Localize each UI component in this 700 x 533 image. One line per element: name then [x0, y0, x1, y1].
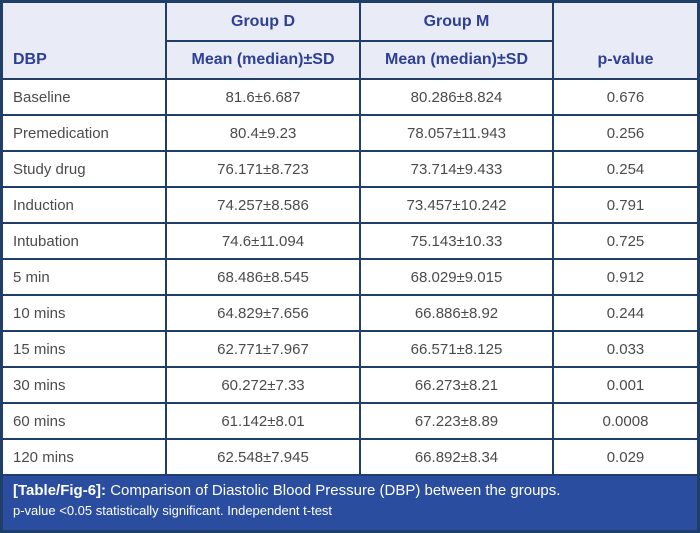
header-group-m: Group M [359, 3, 554, 42]
caption-bar: [Table/Fig-6]: Comparison of Diastolic B… [3, 476, 697, 530]
group-d-value: 64.829±7.656 [165, 294, 361, 332]
row-label: Intubation [3, 222, 167, 260]
p-value-cell: 0.001 [552, 366, 697, 404]
row-label: 60 mins [3, 402, 167, 440]
table-row: 120 mins 62.548±7.945 66.892±8.34 0.029 [3, 438, 697, 476]
row-label: 30 mins [3, 366, 167, 404]
table-row: 15 mins 62.771±7.967 66.571±8.125 0.033 [3, 330, 697, 368]
table-row: Study drug 76.171±8.723 73.714±9.433 0.2… [3, 150, 697, 188]
group-d-value: 80.4±9.23 [165, 114, 361, 152]
p-value-cell: 0.029 [552, 438, 697, 476]
p-value-cell: 0.256 [552, 114, 697, 152]
table-header: DBP Group D Group M p-value Mean (median… [3, 3, 697, 80]
header-p-value: p-value [552, 3, 697, 80]
table-row: 60 mins 61.142±8.01 67.223±8.89 0.0008 [3, 402, 697, 440]
subheader-group-d-mean: Mean (median)±SD [166, 40, 361, 80]
row-label: Premedication [3, 114, 167, 152]
table-row: 5 min 68.486±8.545 68.029±9.015 0.912 [3, 258, 697, 296]
row-label: Baseline [3, 78, 167, 116]
group-d-value: 68.486±8.545 [165, 258, 361, 296]
table-row: Baseline 81.6±6.687 80.286±8.824 0.676 [3, 78, 697, 116]
group-m-value: 75.143±10.33 [359, 222, 554, 260]
row-label: Induction [3, 186, 167, 224]
group-m-value: 80.286±8.824 [359, 78, 554, 116]
group-m-value: 73.457±10.242 [359, 186, 554, 224]
p-value-cell: 0.254 [552, 150, 697, 188]
row-label: Study drug [3, 150, 167, 188]
p-value-cell: 0.0008 [552, 402, 697, 440]
table-row: 10 mins 64.829±7.656 66.886±8.92 0.244 [3, 294, 697, 332]
p-value-cell: 0.033 [552, 330, 697, 368]
group-d-value: 61.142±8.01 [165, 402, 361, 440]
caption-tag: [Table/Fig-6]: [13, 482, 107, 499]
group-d-value: 74.257±8.586 [165, 186, 361, 224]
header-row-subheaders: Mean (median)±SD Mean (median)±SD [3, 40, 697, 80]
p-value-cell: 0.912 [552, 258, 697, 296]
group-m-value: 68.029±9.015 [359, 258, 554, 296]
group-m-value: 66.571±8.125 [359, 330, 554, 368]
caption-text: Comparison of Diastolic Blood Pressure (… [106, 482, 561, 499]
group-d-value: 74.6±11.094 [165, 222, 361, 260]
group-m-value: 67.223±8.89 [359, 402, 554, 440]
group-d-value: 76.171±8.723 [165, 150, 361, 188]
row-label: 10 mins [3, 294, 167, 332]
p-value-cell: 0.725 [552, 222, 697, 260]
dbp-table: DBP Group D Group M p-value Mean (median… [3, 3, 697, 476]
table-row: Intubation 74.6±11.094 75.143±10.33 0.72… [3, 222, 697, 260]
table-row: Premedication 80.4±9.23 78.057±11.943 0.… [3, 114, 697, 152]
group-d-value: 81.6±6.687 [165, 78, 361, 116]
header-row-groups: DBP Group D Group M p-value [3, 3, 697, 80]
caption-note: p-value <0.05 statistically significant.… [13, 502, 333, 518]
header-group-d: Group D [165, 3, 361, 42]
p-value-cell: 0.676 [552, 78, 697, 116]
group-m-value: 73.714±9.433 [359, 150, 554, 188]
group-m-value: 66.892±8.34 [359, 438, 554, 476]
group-m-value: 66.886±8.92 [359, 294, 554, 332]
group-d-value: 60.272±7.33 [165, 366, 361, 404]
table-body: Baseline 81.6±6.687 80.286±8.824 0.676 P… [3, 78, 697, 476]
table-row: 30 mins 60.272±7.33 66.273±8.21 0.001 [3, 366, 697, 404]
subheader-group-m-mean: Mean (median)±SD [359, 40, 553, 80]
group-m-value: 66.273±8.21 [359, 366, 554, 404]
p-value-cell: 0.244 [552, 294, 697, 332]
table-row: Induction 74.257±8.586 73.457±10.242 0.7… [3, 186, 697, 224]
row-label: 120 mins [3, 438, 167, 476]
header-dbp: DBP [3, 3, 167, 80]
group-m-value: 78.057±11.943 [359, 114, 554, 152]
caption-title: [Table/Fig-6]: Comparison of Diastolic B… [13, 482, 687, 501]
row-label: 5 min [3, 258, 167, 296]
row-label: 15 mins [3, 330, 167, 368]
group-d-value: 62.771±7.967 [165, 330, 361, 368]
p-value-cell: 0.791 [552, 186, 697, 224]
group-d-value: 62.548±7.945 [165, 438, 361, 476]
